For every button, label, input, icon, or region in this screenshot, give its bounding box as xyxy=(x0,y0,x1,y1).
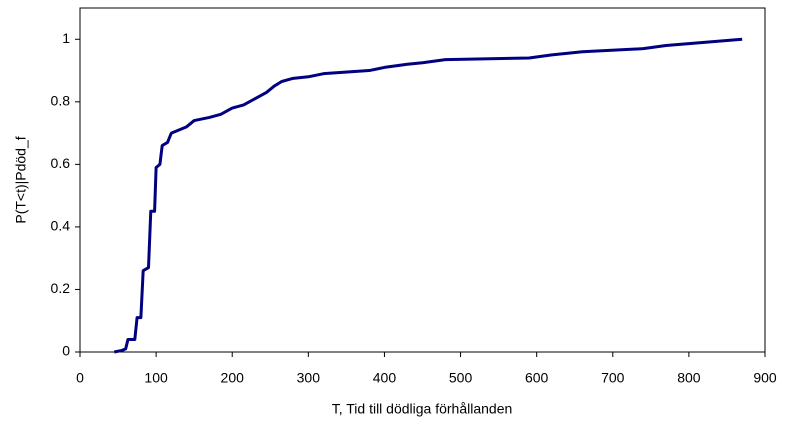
y-tick-label: 0.4 xyxy=(51,218,71,234)
x-tick-label: 0 xyxy=(76,370,84,386)
x-tick-label: 900 xyxy=(753,370,777,386)
x-tick-label: 600 xyxy=(525,370,549,386)
x-tick-label: 400 xyxy=(373,370,397,386)
x-tick-label: 300 xyxy=(297,370,321,386)
x-tick-label: 100 xyxy=(144,370,168,386)
y-tick-label: 0.8 xyxy=(51,93,71,109)
y-tick-label: 0.2 xyxy=(51,280,71,296)
x-tick-label: 800 xyxy=(677,370,701,386)
plot-frame xyxy=(79,7,766,353)
y-tick-label: 0 xyxy=(62,343,70,359)
x-tick-label: 200 xyxy=(221,370,245,386)
line xyxy=(113,37,743,354)
y-axis-label: P(T<t)|Pdöd_f xyxy=(13,136,29,223)
x-tick-label: 700 xyxy=(601,370,625,386)
y-tick-label: 0.6 xyxy=(51,155,71,171)
x-axis-label: T, Tid till dödliga förhållanden xyxy=(332,401,513,417)
x-tick-label: 500 xyxy=(449,370,473,386)
y-tick-label: 1 xyxy=(62,30,70,46)
